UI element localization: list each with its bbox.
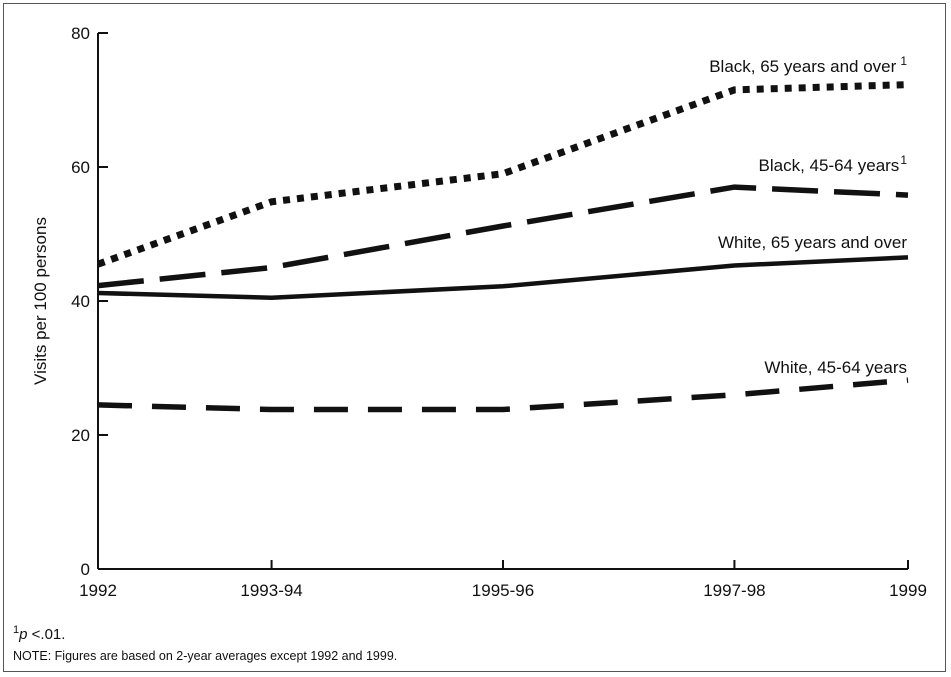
note-footnote: NOTE: Figures are based on 2-year averag…	[13, 649, 398, 663]
series-label-black-45-64-years: Black, 45-64 years1	[759, 153, 908, 175]
footnote-p-value: <.01.	[27, 626, 66, 643]
footnote-p: p	[19, 626, 28, 643]
x-tick-label: 1992	[79, 581, 117, 600]
axes: 0 20 40 60 80 1992 1993-94 1995-96 1997-98 1999 Vi…	[31, 24, 927, 600]
series-labels: Black, 65 years and over 1 Black, 45-64 ye…	[709, 54, 907, 377]
series-line-white-65-years-and-over	[97, 255, 909, 300]
series-line-black-45-64-years	[97, 184, 909, 289]
y-tick-label: 0	[81, 560, 90, 579]
series-label-white-65-years-and-over: White, 65 years and over	[718, 233, 907, 252]
series-label-white-45-64-years: White, 45-64 years	[764, 358, 907, 377]
series-label-black-65-years-and-over: Black, 65 years and over 1	[709, 54, 907, 76]
footnote-superscript: 1	[13, 624, 20, 636]
y-tick-label: 80	[71, 24, 90, 43]
y-tick-label: 40	[71, 292, 90, 311]
series-line-white-45-64-years	[97, 377, 909, 413]
y-tick-label: 60	[71, 158, 90, 177]
significance-footnote: 1p <.01.	[13, 624, 65, 643]
y-tick-label: 20	[71, 426, 90, 445]
x-tick-label: 1993-94	[240, 581, 302, 600]
series-group	[96, 81, 909, 413]
x-tick-label: 1999	[889, 581, 927, 600]
chart-frame	[3, 3, 946, 672]
x-tick-label: 1995-96	[472, 581, 534, 600]
x-tick-label: 1997-98	[703, 581, 765, 600]
y-axis-title: Visits per 100 persons	[31, 217, 50, 385]
